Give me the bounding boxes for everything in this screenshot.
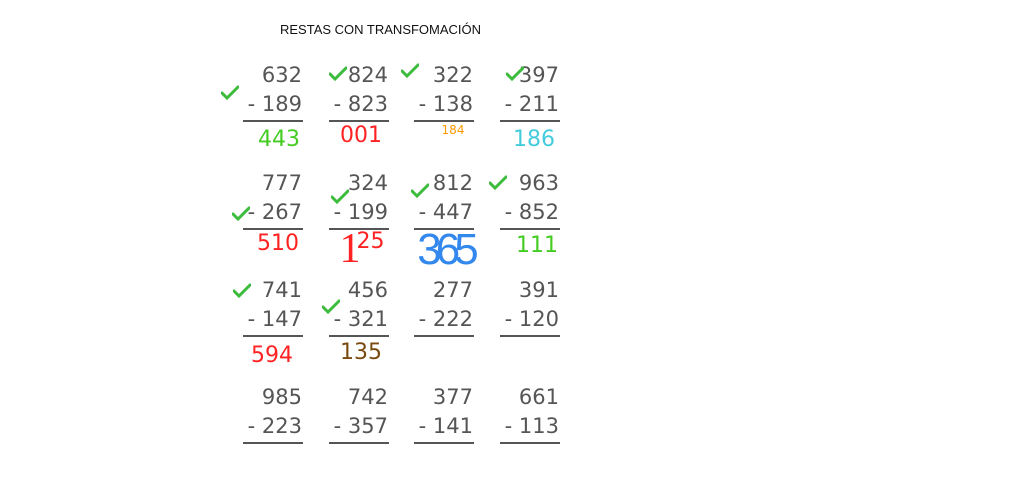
minuend: 812 xyxy=(432,171,473,195)
answer-text: 594 xyxy=(251,343,293,368)
answer-big-digit: 1 xyxy=(339,226,361,272)
subtrahend: - 199 xyxy=(333,200,388,224)
answer-line xyxy=(243,442,303,444)
subtrahend: - 223 xyxy=(247,414,302,438)
checkmark-icon xyxy=(232,283,252,299)
subtrahend: - 823 xyxy=(333,92,388,116)
minuend: 377 xyxy=(432,385,473,409)
answer-line xyxy=(500,335,560,337)
answer-line xyxy=(243,335,303,337)
subtrahend: - 141 xyxy=(418,414,473,438)
answer-text: 135 xyxy=(340,340,382,365)
answer-line xyxy=(414,335,474,337)
answer: 594 xyxy=(251,345,293,367)
minuend: 397 xyxy=(518,63,559,87)
subtrahend: - 147 xyxy=(247,307,302,331)
subtrahend: - 267 xyxy=(247,200,302,224)
answer-line xyxy=(414,120,474,122)
answer: 184 xyxy=(442,124,465,136)
minuend: 324 xyxy=(347,171,388,195)
answer-line xyxy=(243,228,303,230)
checkmark-icon xyxy=(220,85,240,101)
answer-text: 184 xyxy=(441,123,465,137)
subtrahend: - 211 xyxy=(504,92,559,116)
minuend: 742 xyxy=(347,385,388,409)
subtrahend: - 321 xyxy=(333,307,388,331)
subtrahend: - 852 xyxy=(504,200,559,224)
answer-line xyxy=(329,120,389,122)
worksheet-title: RESTAS CON TRANSFOMACIÓN xyxy=(280,22,482,37)
subtrahend: - 120 xyxy=(504,307,559,331)
answer-text: 001 xyxy=(340,123,382,148)
answer-line xyxy=(500,442,560,444)
answer-text: 443 xyxy=(258,127,300,152)
subtrahend: - 447 xyxy=(418,200,473,224)
checkmark-icon xyxy=(488,175,508,191)
answer-text: 25 xyxy=(356,229,385,254)
checkmark-icon xyxy=(410,183,430,199)
minuend: 824 xyxy=(347,63,388,87)
checkmark-icon xyxy=(330,189,350,205)
answer-line xyxy=(243,120,303,122)
minuend: 963 xyxy=(518,171,559,195)
answer-line xyxy=(414,442,474,444)
answer: 510 xyxy=(257,233,299,255)
subtrahend: - 113 xyxy=(504,414,559,438)
answer-line xyxy=(500,228,560,230)
minuend: 277 xyxy=(432,278,473,302)
checkmark-icon xyxy=(505,66,525,82)
subtrahend: - 357 xyxy=(333,414,388,438)
checkmark-icon xyxy=(321,299,341,315)
answer-text: 186 xyxy=(513,127,555,152)
subtrahend: - 138 xyxy=(418,92,473,116)
subtrahend: - 222 xyxy=(418,307,473,331)
answer-line xyxy=(329,442,389,444)
answer: 365 xyxy=(417,225,478,274)
answer-line xyxy=(500,120,560,122)
minuend: 391 xyxy=(518,278,559,302)
answer-line xyxy=(329,228,389,230)
minuend: 322 xyxy=(432,63,473,87)
answer-text: 510 xyxy=(257,231,299,256)
minuend: 456 xyxy=(347,278,388,302)
subtrahend: - 189 xyxy=(247,92,302,116)
minuend: 661 xyxy=(518,385,559,409)
answer-text: 365 xyxy=(417,225,478,274)
minuend: 632 xyxy=(261,63,302,87)
minuend: 985 xyxy=(261,385,302,409)
answer-line xyxy=(329,335,389,337)
checkmark-icon xyxy=(328,66,348,82)
answer: 135 xyxy=(340,342,382,364)
minuend: 777 xyxy=(261,171,302,195)
minuend: 741 xyxy=(261,278,302,302)
answer: 125 xyxy=(340,228,385,270)
answer-line xyxy=(414,228,474,230)
answer: 186 xyxy=(513,129,555,151)
answer: 111 xyxy=(516,235,558,257)
checkmark-icon xyxy=(231,206,251,222)
checkmark-icon xyxy=(400,63,420,79)
answer-text: 111 xyxy=(516,233,558,258)
answer: 443 xyxy=(258,129,300,151)
answer: 001 xyxy=(340,125,382,147)
